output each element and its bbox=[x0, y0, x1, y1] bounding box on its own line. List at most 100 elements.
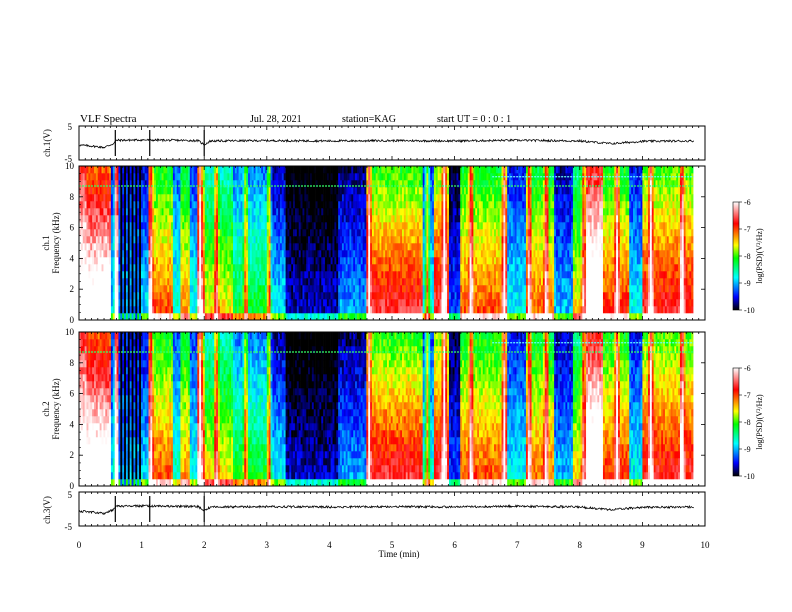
spectrogram-cell bbox=[370, 201, 372, 208]
spectrogram-cell bbox=[297, 264, 299, 271]
spectrogram-cell bbox=[464, 166, 466, 173]
spectrogram-cell bbox=[323, 201, 325, 208]
spectrogram-cell bbox=[222, 299, 224, 306]
spectrogram-cell bbox=[460, 299, 462, 306]
spectrogram-cell bbox=[443, 201, 445, 208]
spectrogram-cell bbox=[269, 264, 271, 271]
spectrogram-cell bbox=[130, 173, 132, 180]
spectrogram-cell bbox=[432, 187, 434, 194]
spectrogram-cell bbox=[396, 250, 398, 257]
spectrogram-cell bbox=[415, 194, 417, 201]
spectrogram-cell bbox=[237, 299, 239, 306]
spectrogram-cell bbox=[297, 173, 299, 180]
spectrogram-cell bbox=[333, 271, 335, 278]
spectrogram-cell bbox=[124, 187, 126, 194]
spectrogram-cell bbox=[248, 264, 250, 271]
spectrogram-cell bbox=[314, 215, 316, 222]
spectrogram-cell bbox=[289, 215, 291, 222]
spectrogram-cell bbox=[301, 278, 303, 285]
spectrogram-cell bbox=[406, 313, 408, 320]
spectrogram-cell bbox=[171, 208, 173, 215]
spectrogram-cell bbox=[203, 194, 205, 201]
spectrogram-cell bbox=[154, 306, 156, 313]
spectrogram-cell bbox=[261, 236, 263, 243]
spectrogram-cell bbox=[325, 278, 327, 285]
spectrogram-cell bbox=[441, 257, 443, 264]
spectrogram-cell bbox=[88, 208, 90, 215]
spectrogram-cell bbox=[188, 299, 190, 306]
spectrogram-cell bbox=[173, 194, 175, 201]
spectrogram-cell bbox=[210, 278, 212, 285]
spectrogram-cell bbox=[466, 229, 468, 236]
spectrogram-cell bbox=[479, 306, 481, 313]
spectrogram-cell bbox=[346, 166, 348, 173]
spectrogram-cell bbox=[333, 222, 335, 229]
spectrogram-cell bbox=[287, 236, 289, 243]
spectrogram-cell bbox=[216, 236, 218, 243]
spectrogram-cell bbox=[143, 166, 145, 173]
spectrogram-cell bbox=[368, 271, 370, 278]
spectrogram-cell bbox=[472, 257, 474, 264]
spectrogram-cell bbox=[346, 201, 348, 208]
spectrogram-cell bbox=[297, 299, 299, 306]
spectrogram-cell bbox=[334, 271, 336, 278]
spectrogram-cell bbox=[184, 292, 186, 299]
spectrogram-cell bbox=[333, 264, 335, 271]
spectrogram-cell bbox=[130, 313, 132, 320]
spectrogram-cell bbox=[246, 250, 248, 257]
spectrogram-cell bbox=[359, 194, 361, 201]
spectrogram-cell bbox=[464, 194, 466, 201]
spectrogram-cell bbox=[408, 236, 410, 243]
spectrogram-cell bbox=[408, 299, 410, 306]
spectrogram-cell bbox=[316, 187, 318, 194]
spectrogram-cell bbox=[265, 285, 267, 292]
spectrogram-cell bbox=[113, 208, 115, 215]
spectrogram-cell bbox=[271, 166, 273, 173]
spectrogram-cell bbox=[107, 292, 109, 299]
spectrogram-cell bbox=[284, 292, 286, 299]
spectrogram-cell bbox=[470, 306, 472, 313]
spectrogram-cell bbox=[325, 243, 327, 250]
spectrogram-cell bbox=[318, 285, 320, 292]
spectrogram-cell bbox=[413, 187, 415, 194]
spectrogram-cell bbox=[154, 257, 156, 264]
spectrogram-cell bbox=[441, 187, 443, 194]
spectrogram-cell bbox=[421, 243, 423, 250]
spectrogram-cell bbox=[383, 208, 385, 215]
spectrogram-cell bbox=[289, 306, 291, 313]
spectrogram-cell bbox=[456, 264, 458, 271]
spectrogram-cell bbox=[257, 201, 259, 208]
spectrogram-cell bbox=[252, 187, 254, 194]
spectrogram-cell bbox=[481, 236, 483, 243]
spectrogram-cell bbox=[331, 187, 333, 194]
spectrogram-cell bbox=[237, 243, 239, 250]
spectrogram-cell bbox=[210, 187, 212, 194]
spectrogram-cell bbox=[235, 278, 237, 285]
spectrogram-cell bbox=[430, 215, 432, 222]
spectrogram-cell bbox=[329, 250, 331, 257]
spectrogram-cell bbox=[156, 306, 158, 313]
spectrogram-cell bbox=[314, 194, 316, 201]
spectrogram-cell bbox=[423, 243, 425, 250]
spectrogram-cell bbox=[207, 243, 209, 250]
spectrogram-cell bbox=[160, 278, 162, 285]
spectrogram-cell bbox=[113, 243, 115, 250]
spectrogram-cell bbox=[171, 285, 173, 292]
spectrogram-cell bbox=[203, 215, 205, 222]
spectrogram-cell bbox=[224, 278, 226, 285]
spectrogram-cell bbox=[87, 201, 89, 208]
spectrogram-cell bbox=[216, 278, 218, 285]
spectrogram-cell bbox=[199, 285, 201, 292]
spectrogram-cell bbox=[282, 271, 284, 278]
spectrogram-cell bbox=[216, 229, 218, 236]
spectrogram-cell bbox=[237, 236, 239, 243]
spectrogram-cell bbox=[128, 257, 130, 264]
spectrogram-cell bbox=[408, 257, 410, 264]
spectrogram-cell bbox=[462, 271, 464, 278]
spectrogram-cell bbox=[325, 306, 327, 313]
spectrogram-cell bbox=[246, 229, 248, 236]
spectrogram-cell bbox=[222, 243, 224, 250]
spectrogram-cell bbox=[186, 236, 188, 243]
spectrogram-cell bbox=[160, 222, 162, 229]
spectrogram-cell bbox=[447, 222, 449, 229]
